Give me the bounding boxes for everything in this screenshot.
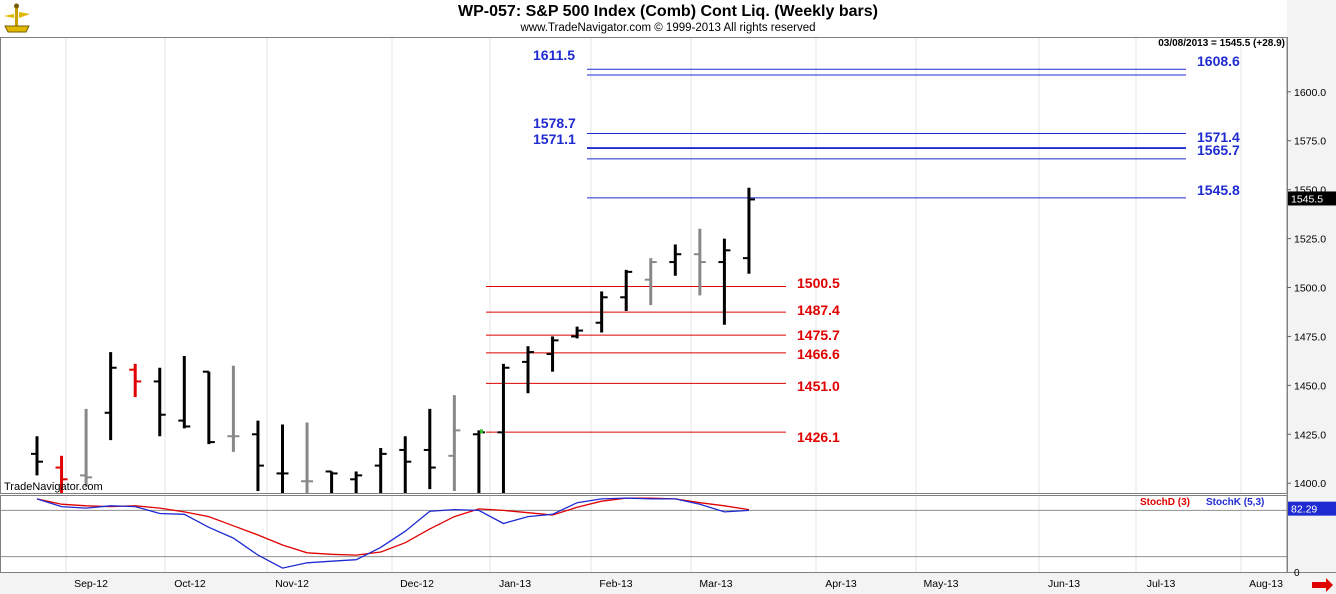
level-label: 1545.8 [1197,182,1240,198]
chart-axes: 1400.01425.01450.01475.01500.01525.01550… [74,87,1336,592]
stoch-series-line [36,497,750,569]
level-label: 1466.6 [797,346,840,362]
stoch-value-label: 82.29 [1291,504,1317,516]
y-tick-label: 1425.0 [1294,429,1326,441]
price-readout: 03/08/2013 = 1545.5 (+28.9) [1158,38,1285,49]
level-label: 1500.5 [797,275,840,291]
x-tick-label: Nov-12 [275,578,309,590]
stoch-legend-d: StochD (3) [1140,497,1190,508]
last-price-label: 1545.5 [1291,193,1323,205]
stochastic-panel [1,497,1287,569]
x-axis-background [0,572,1336,594]
chart-grid [65,38,1242,572]
level-label: 1571.1 [533,131,576,147]
y-tick-label: 1450.0 [1294,380,1326,392]
price-bars [31,187,755,493]
x-tick-label: Jun-13 [1048,578,1080,590]
x-tick-label: May-13 [923,578,958,590]
y-tick-label: 1500.0 [1294,283,1326,295]
x-tick-label: Feb-13 [599,578,632,590]
x-tick-label: Dec-12 [400,578,434,590]
y-axis-background [1287,0,1336,594]
price-panel-frame [0,37,1288,494]
x-tick-label: Mar-13 [699,578,732,590]
x-tick-label: Apr-13 [825,578,857,590]
y-tick-label: 1575.0 [1294,136,1326,148]
x-tick-label: Jan-13 [499,578,531,590]
price-levels [486,68,1186,433]
x-tick-label: Aug-13 [1249,578,1283,590]
level-label: 1426.1 [797,429,840,445]
level-label: 1608.6 [1197,53,1240,69]
watermark: TradeNavigator.com [4,481,103,493]
chart-subtitle: www.TradeNavigator.com © 1999-2013 All r… [520,22,816,34]
level-label: 1571.4 [1197,129,1240,145]
signal-marker [479,429,483,434]
level-label: 1475.7 [797,327,840,343]
level-label: 1487.4 [797,302,840,318]
stoch-value-box [1288,501,1336,516]
level-label: 1578.7 [533,115,576,131]
stoch-panel-frame [0,495,1288,573]
level-label: 1451.0 [797,378,840,394]
x-tick-label: Sep-12 [74,578,108,590]
scroll-right-arrow-icon [1312,578,1333,592]
level-label: 1565.7 [1197,142,1240,158]
y-tick-label: 1525.0 [1294,234,1326,246]
tradenavigator-logo[interactable] [2,2,32,34]
y-tick-label: 1400.0 [1294,478,1326,490]
y-tick-label: 1600.0 [1294,87,1326,99]
chart-title: WP-057: S&P 500 Index (Comb) Cont Liq. (… [458,3,878,20]
stoch-zero-label: 0 [1294,568,1300,579]
last-price-box [1288,191,1336,206]
y-tick-label: 1475.0 [1294,331,1326,343]
level-label: 1611.5 [533,47,575,63]
x-tick-label: Jul-13 [1147,578,1176,590]
chart-header: WP-057: S&P 500 Index (Comb) Cont Liq. (… [0,0,1336,36]
x-tick-label: Oct-12 [174,578,206,590]
stoch-legend-k: StochK (5,3) [1206,497,1264,508]
